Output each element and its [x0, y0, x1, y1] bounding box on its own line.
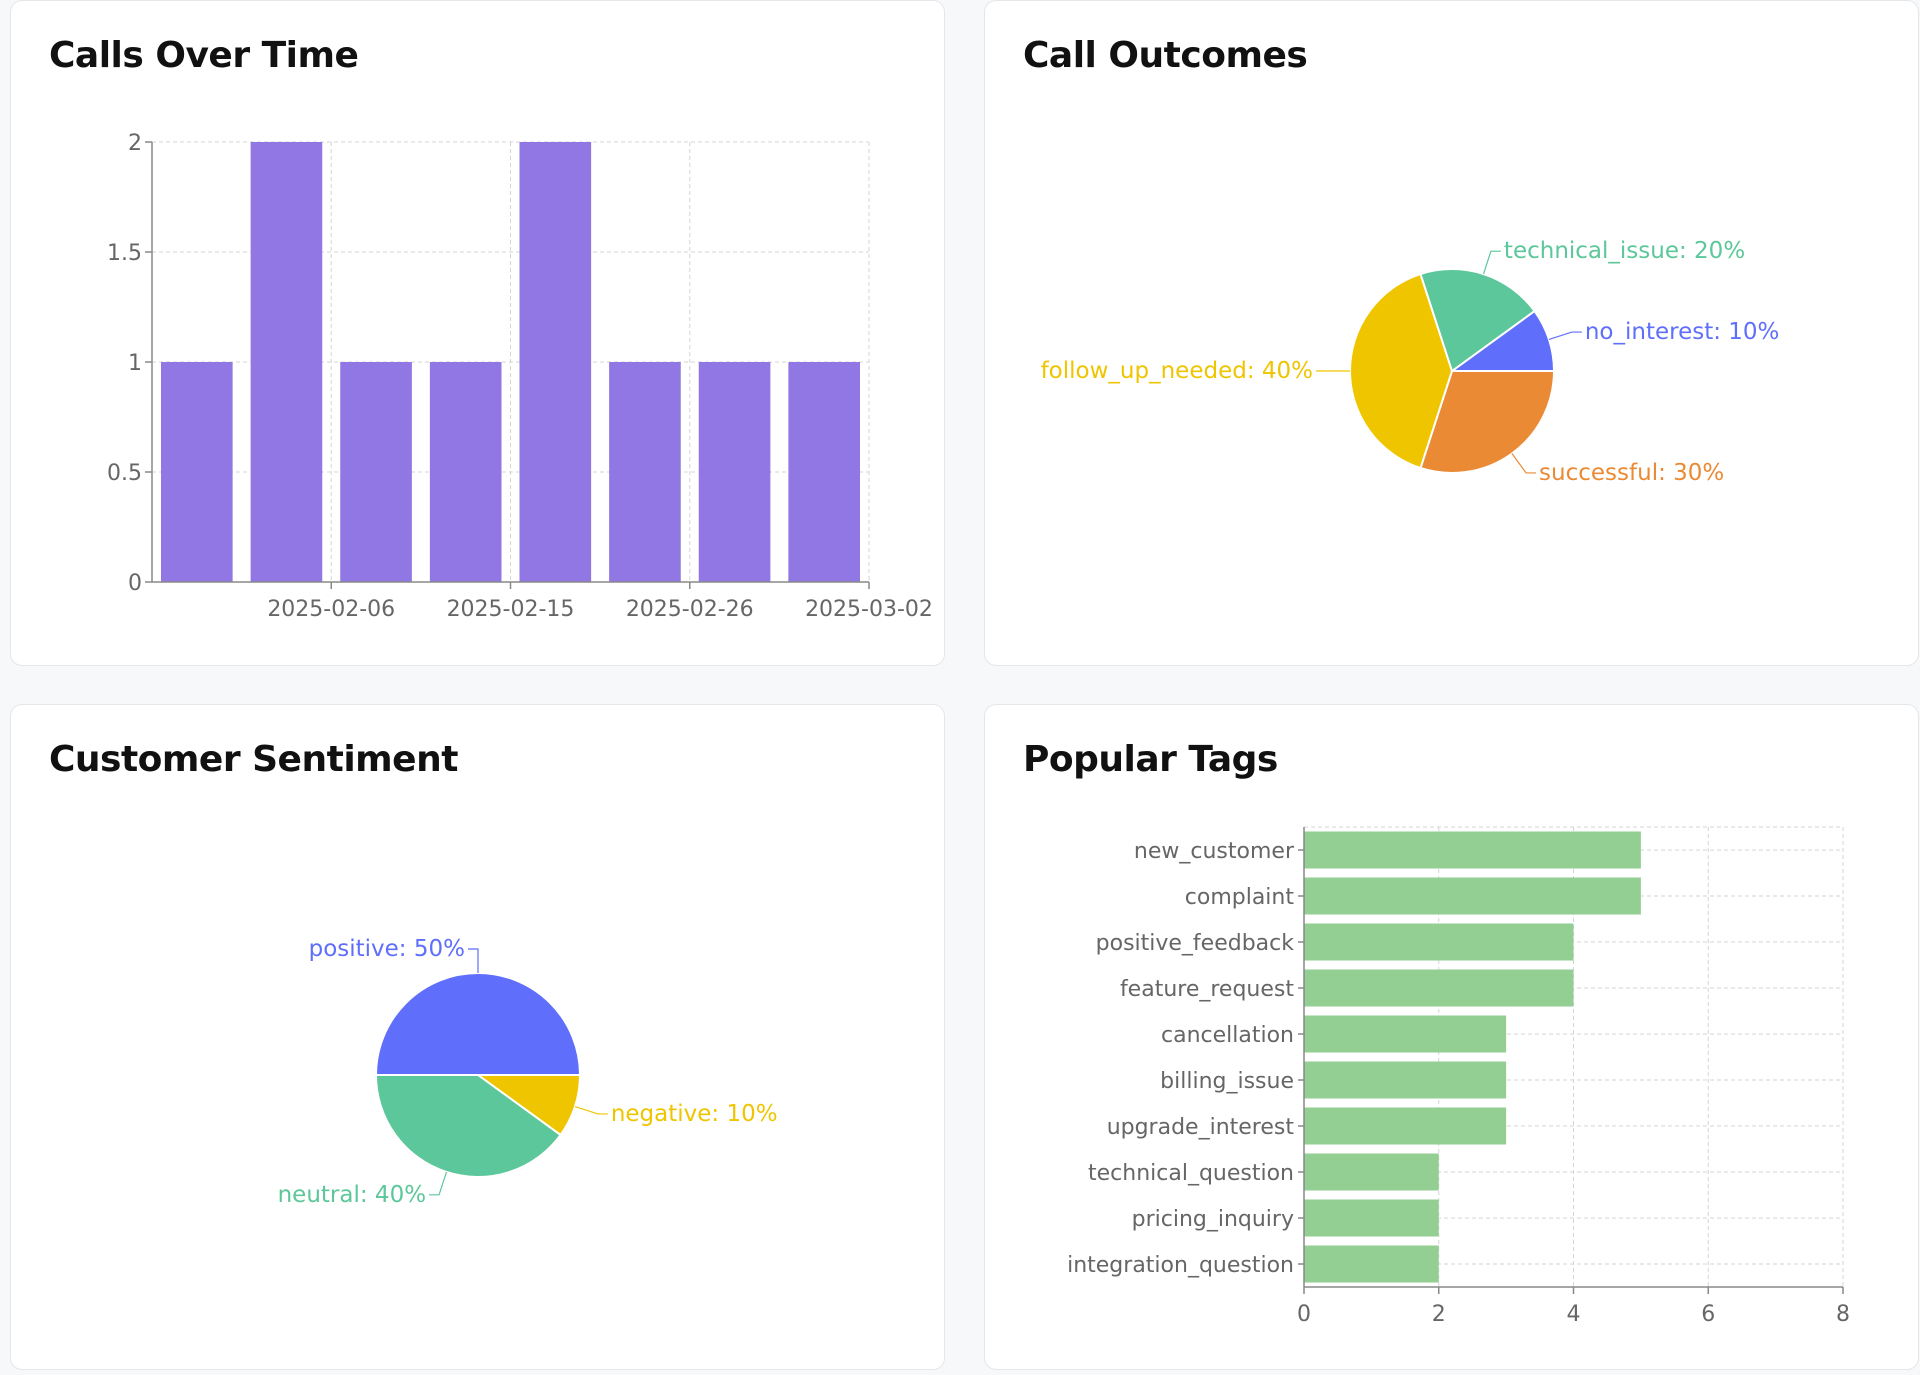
x-tick-label: 4 — [1567, 1302, 1581, 1327]
y-tick-label: cancellation — [1161, 1023, 1294, 1048]
pie-slice-positive — [374, 972, 582, 1076]
call-outcomes-chart: no_interest: 10% successful: 30% follow_up… — [1041, 238, 1780, 486]
y-tick-label: feature_request — [1120, 977, 1294, 1002]
pie-label-positive: positive: 50% — [309, 936, 465, 962]
pie-slice-successful — [1419, 370, 1556, 474]
popular-tags-chart: new_customer complaint positive_feedbackfe… — [1067, 826, 1850, 1327]
x-tick-label: 2 — [1432, 1302, 1446, 1327]
customer-sentiment-card: Customer Sentiment positive: 50% negative… — [10, 704, 945, 1370]
pie-label-follow_up_needed: follow_up_needed: 40% — [1041, 358, 1313, 384]
bar-2025-02-11 — [340, 362, 412, 582]
pie-label-successful: successful: 30% — [1539, 460, 1724, 486]
panel-title: Customer Sentiment — [49, 739, 458, 780]
bar-feature_request — [1304, 969, 1574, 1007]
y-tick-label: 2 — [128, 131, 142, 156]
pie-label-no_interest: no_interest: 10% — [1585, 319, 1780, 345]
y-tick-label: 0.5 — [107, 461, 142, 486]
bar-complaint — [1304, 877, 1641, 915]
pie-label-neutral: neutral: 40% — [278, 1182, 426, 1208]
bar-positive_feedback — [1304, 923, 1574, 961]
bar-2025-02-15 — [429, 362, 502, 582]
y-tick-label: pricing_inquiry — [1132, 1207, 1294, 1232]
x-tick-label: 2025-03-02 — [805, 597, 933, 622]
bar-2025-02-28 — [698, 362, 771, 582]
bar-2025-02-01 — [161, 362, 233, 582]
bar-billing_issue — [1304, 1061, 1507, 1099]
pie-label-line — [1511, 453, 1537, 474]
x-tick-label: 2025-02-26 — [626, 597, 754, 622]
panel-title: Popular Tags — [1023, 739, 1278, 780]
pie-slice-neutral — [374, 1074, 562, 1178]
bar-upgrade_interest — [1304, 1107, 1507, 1145]
y-tick-label: complaint — [1185, 885, 1295, 910]
bar-integration_question — [1304, 1245, 1439, 1283]
popular-tags-card: Popular Tags new_customer complaint positi… — [984, 704, 1919, 1370]
x-tick-label: 0 — [1297, 1302, 1311, 1327]
pie-label-line — [1548, 331, 1582, 341]
y-tick-label: 0 — [128, 571, 142, 596]
call-outcomes-card: Call Outcomes no_interest: 10% successful… — [984, 0, 1919, 666]
y-tick-label: billing_issue — [1160, 1069, 1294, 1094]
pie-label-line — [574, 1105, 608, 1115]
bar-2025-03-02 — [788, 362, 860, 582]
y-tick-label: positive_feedback — [1096, 931, 1295, 956]
y-tick-label: integration_question — [1067, 1253, 1294, 1278]
panel-title: Calls Over Time — [49, 35, 359, 76]
calls-over-time-card: Calls Over Time 0 0.5 1 1.5 2 2025-02-06 2025-… — [10, 0, 945, 666]
calls-over-time-chart: 0 0.5 1 1.5 2 2025-02-06 2025-02-15 2025-02-26 2… — [107, 131, 933, 622]
bar-2025-02-26 — [609, 362, 681, 582]
y-tick-label: 1.5 — [107, 241, 142, 266]
pie-label-line — [1482, 250, 1501, 275]
x-tick-label: 8 — [1836, 1302, 1850, 1327]
y-tick-label: technical_question — [1088, 1161, 1294, 1186]
bar-pricing_inquiry — [1304, 1199, 1439, 1237]
pie-slice-follow_up_needed — [1349, 272, 1454, 470]
bar-2025-02-06 — [250, 142, 323, 582]
pie-label-negative: negative: 10% — [611, 1101, 778, 1127]
bar-2025-02-20 — [519, 142, 592, 582]
y-tick-label: new_customer — [1134, 839, 1295, 864]
bar-technical_question — [1304, 1153, 1439, 1191]
x-tick-label: 2025-02-15 — [447, 597, 575, 622]
pie-label-line — [429, 1171, 448, 1196]
y-tick-label: upgrade_interest — [1107, 1115, 1295, 1140]
bar-cancellation — [1304, 1015, 1507, 1053]
x-tick-label: 6 — [1701, 1302, 1715, 1327]
x-tick-label: 2025-02-06 — [267, 597, 395, 622]
panel-title: Call Outcomes — [1023, 35, 1308, 76]
pie-label-line — [468, 948, 479, 973]
bar-new_customer — [1304, 831, 1641, 869]
pie-label-technical_issue: technical_issue: 20% — [1504, 238, 1745, 264]
y-tick-label: 1 — [128, 351, 142, 376]
customer-sentiment-chart: positive: 50% negative: 10% neutral: 40% — [278, 936, 778, 1208]
